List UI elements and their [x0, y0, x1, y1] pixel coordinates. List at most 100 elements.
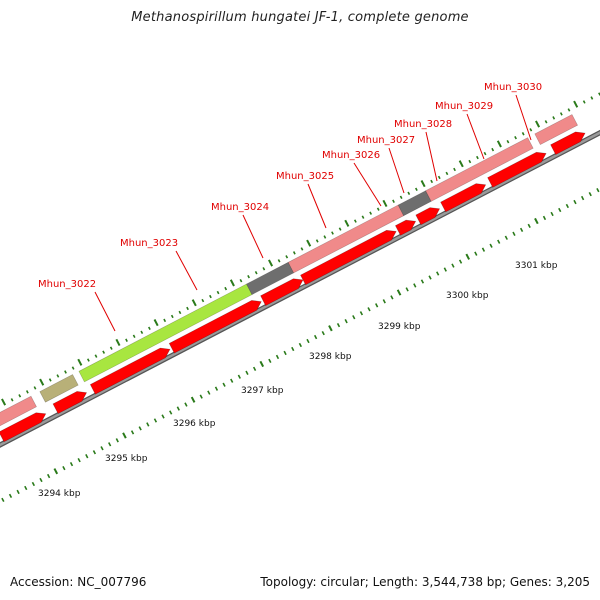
tick-outer [163, 318, 167, 323]
gene-label-leader [515, 94, 532, 141]
scale-label: 3298 kbp [309, 352, 352, 362]
tick-outer [268, 259, 274, 267]
gene-label-leader [425, 131, 438, 182]
tick-outer [559, 112, 563, 116]
scale-label: 3296 kbp [173, 419, 216, 429]
cds-arrow [0, 412, 47, 443]
tick-outer [94, 354, 98, 358]
tick-outer [573, 100, 579, 108]
tick-inner [336, 323, 341, 328]
tick-outer [102, 350, 106, 354]
tick-outer [148, 326, 151, 331]
tick-outer [483, 151, 487, 156]
tick-inner [153, 418, 158, 423]
cds-arrow [52, 391, 88, 415]
tick-outer [186, 306, 189, 311]
tick-outer [10, 398, 14, 402]
tick-inner [39, 477, 43, 483]
cds-arrow [394, 219, 417, 236]
tick-outer [224, 286, 228, 291]
tick-outer [344, 219, 350, 227]
tick-outer [590, 96, 594, 100]
tick-inner [268, 358, 272, 364]
tick-inner [405, 287, 409, 292]
tick-outer [277, 259, 281, 263]
tick-inner [199, 394, 203, 399]
tick-inner [214, 386, 219, 391]
tick-outer [170, 314, 174, 319]
tick-inner [474, 251, 478, 256]
tick-outer [496, 140, 502, 148]
tick-inner [396, 289, 402, 296]
tick-outer [323, 235, 327, 239]
tick-outer [361, 215, 365, 219]
tick-outer [491, 147, 495, 152]
tick-outer [262, 267, 266, 271]
tick-outer [529, 128, 533, 132]
gene-label-leader [388, 147, 405, 194]
gene-label-leader [94, 291, 116, 332]
tick-inner [100, 446, 104, 451]
tick-inner [62, 465, 66, 471]
tick-inner [85, 454, 89, 459]
tick-inner [443, 267, 447, 272]
tick-inner [321, 330, 325, 336]
tick-outer [476, 155, 479, 160]
gene-label-leader [175, 250, 198, 291]
tick-outer [353, 219, 357, 223]
tick-outer [201, 298, 205, 303]
tick-outer [125, 338, 128, 342]
tick-inner [428, 275, 432, 280]
tick-inner [573, 199, 577, 205]
scale-label: 3300 kbp [446, 291, 489, 301]
tick-outer [39, 378, 45, 386]
tick-outer [437, 175, 441, 180]
scale-labels: 3294 kbp 3295 kbp 3296 kbp 3297 kbp 3298 kbp… [38, 261, 558, 499]
tick-inner [108, 442, 112, 447]
gene-label-leader [466, 113, 485, 160]
tick-inner [458, 259, 463, 264]
tick-inner [588, 191, 592, 197]
scale-label: 3301 kbp [515, 261, 558, 271]
gene-label: Mhun_3025 [276, 171, 334, 182]
tick-inner [222, 382, 226, 387]
tick-outer [1, 398, 7, 406]
genome-stats-text: Topology: circular; Length: 3,544,738 bp… [260, 575, 590, 589]
tick-inner [344, 319, 348, 324]
tick-inner [534, 217, 539, 225]
scale-label: 3297 kbp [241, 386, 284, 396]
tick-outer [25, 390, 29, 394]
gene-feature-band [425, 137, 534, 202]
gene-feature-band [0, 395, 37, 427]
tick-inner [550, 211, 554, 217]
cds-arrow [550, 131, 586, 156]
tick-marks [1, 92, 600, 503]
tick-outer [48, 378, 52, 382]
tick-outer [430, 179, 434, 184]
tick-inner [465, 253, 470, 260]
tick-inner [527, 223, 531, 229]
tick-inner [306, 338, 310, 344]
tick-outer [115, 338, 121, 347]
tick-outer [552, 116, 556, 120]
tick-inner [558, 207, 562, 213]
tick-outer [77, 358, 83, 366]
tick-inner [420, 279, 425, 284]
tick-inner [283, 350, 287, 356]
gene-label: Mhun_3030 [484, 82, 542, 93]
tick-inner [47, 473, 51, 479]
tick-inner [489, 243, 493, 248]
tick-inner [259, 360, 265, 368]
scale-label: 3299 kbp [378, 322, 421, 332]
tick-inner [375, 303, 379, 308]
cds-arrow [487, 151, 547, 188]
tick-outer [209, 294, 212, 299]
tick-outer [229, 279, 235, 287]
tick-inner [16, 489, 20, 495]
tick-inner [352, 315, 356, 320]
tick-inner [580, 195, 585, 201]
tick-inner [298, 342, 303, 348]
cds-arrow [89, 347, 171, 395]
tick-outer [300, 247, 304, 251]
tick-outer [392, 199, 395, 203]
